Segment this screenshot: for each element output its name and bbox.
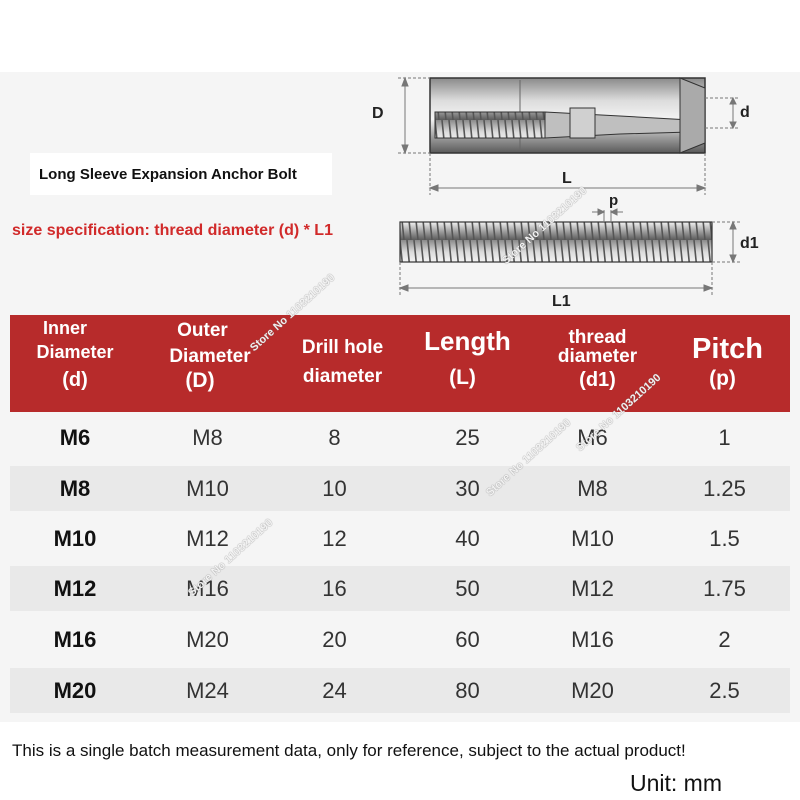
cell-inner-diameter: M16 [53, 627, 97, 652]
cell-drill-hole: 10 [322, 476, 347, 501]
L-dimension [428, 153, 707, 195]
cell-drill-hole: 8 [328, 425, 341, 450]
sleeve-drawing [429, 77, 706, 154]
cell-thread-diameter: M12 [571, 576, 614, 601]
table-header: Inner Diameter (d) Outer Diameter (D) Dr… [10, 315, 790, 412]
cell-outer-diameter: M24 [186, 678, 229, 703]
table-row: M8 M10 10 30 M8 1.25 [10, 466, 790, 511]
disclaimer-note: This is a single batch measurement data,… [12, 741, 686, 760]
cell-inner-diameter: M6 [59, 425, 91, 450]
d1-label: d1 [740, 235, 759, 252]
cell-inner-diameter: M20 [53, 678, 97, 703]
header-text: (D) [185, 369, 215, 392]
D-dimension [398, 76, 430, 155]
cell-thread-diameter: M20 [571, 678, 614, 703]
header-text: Diameter [169, 346, 251, 367]
header-length: Length (L) [405, 315, 530, 412]
cell-pitch: 1 [718, 425, 731, 450]
L1-label: L1 [552, 293, 571, 310]
cell-outer-diameter: M20 [186, 627, 229, 652]
table-row: M10 M12 12 40 M10 1.5 [10, 516, 790, 561]
cell-length: 30 [455, 476, 480, 501]
table-row: M16 M20 20 60 M16 2 [10, 617, 790, 662]
cell-pitch: 2.5 [709, 678, 740, 703]
table-row: M6 M8 8 25 M6 1 [10, 415, 790, 460]
size-specification: size specification: thread diameter (d) … [12, 222, 333, 239]
header-text: thread [568, 327, 627, 348]
cell-thread-diameter: M8 [577, 476, 608, 501]
cell-length: 80 [455, 678, 480, 703]
L1-dimension [398, 262, 714, 296]
header-text: Outer [177, 320, 228, 341]
header-outer-diameter: Outer Diameter (D) [145, 315, 275, 412]
cell-drill-hole: 24 [322, 678, 347, 703]
header-text: Drill hole [301, 337, 384, 358]
header-text: diameter [557, 346, 638, 367]
cell-outer-diameter: M8 [192, 425, 223, 450]
L-label: L [562, 170, 572, 187]
cell-pitch: 2 [718, 627, 731, 652]
cell-thread-diameter: M10 [571, 526, 614, 551]
bolt-diagram: D d L p d1 [372, 76, 759, 310]
header-drill-hole: Drill hole diameter [280, 315, 405, 412]
cell-thread-diameter: M6 [577, 425, 608, 450]
table-row: M20 M24 24 80 M20 2.5 [10, 668, 790, 713]
p-label: p [609, 192, 618, 209]
cell-drill-hole: 16 [322, 576, 347, 601]
d1-dimension [712, 220, 740, 264]
cell-pitch: 1.75 [703, 576, 746, 601]
header-text: diameter [302, 366, 383, 387]
cell-inner-diameter: M8 [59, 476, 91, 501]
d-dimension [705, 96, 740, 130]
cell-drill-hole: 12 [322, 526, 347, 551]
cell-outer-diameter: M16 [186, 576, 229, 601]
cell-drill-hole: 20 [322, 627, 347, 652]
header-pitch: Pitch (p) [665, 315, 790, 412]
table-row: M12 M16 16 50 M12 1.75 [10, 566, 790, 611]
cell-inner-diameter: M12 [53, 576, 97, 601]
cell-length: 25 [455, 425, 480, 450]
header-text: (L) [449, 366, 476, 389]
cell-length: 40 [455, 526, 480, 551]
cell-outer-diameter: M10 [186, 476, 229, 501]
p-dimension [592, 208, 623, 222]
cell-length: 50 [455, 576, 480, 601]
header-text: Length [424, 326, 511, 356]
header-thread-diameter: thread diameter (d1) [535, 315, 660, 412]
product-title: Long Sleeve Expansion Anchor Bolt [30, 153, 332, 195]
header-text: Inner [42, 318, 87, 338]
cell-pitch: 1.25 [703, 476, 746, 501]
header-text: (d) [62, 369, 88, 391]
threaded-rod-drawing [399, 221, 713, 263]
header-text: (d1) [579, 369, 616, 391]
header-text: Pitch [692, 333, 763, 365]
cell-outer-diameter: M12 [186, 526, 229, 551]
D-label: D [372, 105, 384, 122]
header-text: (p) [709, 367, 736, 390]
product-title-text: Long Sleeve Expansion Anchor Bolt [39, 165, 297, 183]
cell-length: 60 [455, 627, 480, 652]
header-inner-diameter: Inner Diameter (d) [10, 315, 140, 412]
cell-pitch: 1.5 [709, 526, 740, 551]
unit-label: Unit: mm [630, 770, 722, 796]
d-label: d [740, 104, 750, 121]
header-text: Diameter [36, 342, 114, 362]
cell-inner-diameter: M10 [53, 526, 97, 551]
cell-thread-diameter: M16 [571, 627, 614, 652]
